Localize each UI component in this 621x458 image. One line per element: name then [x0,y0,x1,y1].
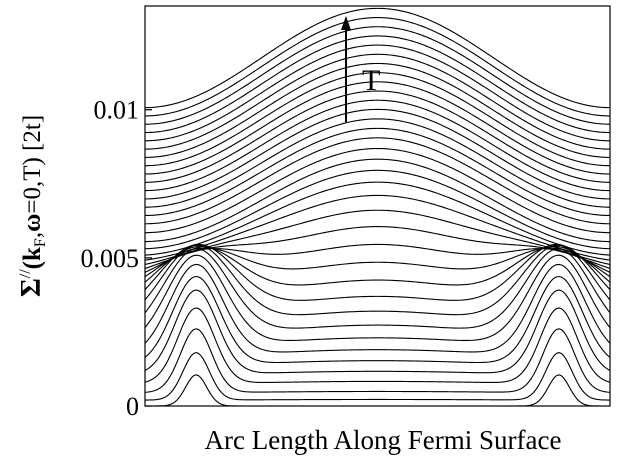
series-line-21 [145,147,610,234]
y-axis-label: Σ//(kF,ω=0,T) [2t] [15,115,49,297]
series-group [145,7,610,406]
series-line-19 [145,169,610,250]
y-label-unit: [2t] [19,115,46,157]
plot-frame [144,5,611,407]
series-line-32 [145,44,610,142]
series-line-7 [145,263,610,353]
series-line-30 [145,62,610,158]
series-line-14 [145,243,610,273]
series-line-33 [145,35,610,134]
series-line-4 [145,307,610,384]
series-line-22 [145,137,610,225]
series-line-1 [145,374,610,406]
series-line-13 [145,247,610,278]
series-line-12 [145,245,610,286]
series-line-28 [145,81,610,175]
y-tick-label-1: 0 [126,392,139,421]
y-label-k-sub: F [32,238,49,247]
y-label-prime: // [17,269,34,278]
series-line-10 [145,244,610,316]
series-line-29 [145,72,610,167]
series-line-26 [145,99,610,192]
series-line-11 [145,243,610,301]
y-axis-ticks: 0 0.005 0.01 [81,96,152,421]
y-label-paren-close: ) [19,157,46,165]
y-label-sigma: Σ [15,278,47,297]
series-line-8 [145,254,610,342]
series-line-34 [145,26,610,125]
y-tick-label-2: 0.005 [81,244,140,273]
x-axis-label: Arc Length Along Fermi Surface [205,425,562,455]
y-label-omega: ω [19,214,46,232]
series-line-5 [145,289,610,374]
series-line-6 [145,275,610,364]
y-label-rest: =0,T [19,166,46,214]
series-line-20 [145,158,610,243]
series-line-27 [145,90,610,183]
series-line-25 [145,108,610,200]
series-line-3 [145,328,610,393]
series-line-9 [145,248,610,329]
series-line-2 [145,352,610,401]
series-line-18 [145,181,610,256]
series-line-36 [145,7,610,109]
series-line-15 [145,226,610,269]
y-label-k: k [19,247,46,261]
series-line-35 [145,17,610,117]
y-tick-label-3: 0.01 [94,96,140,125]
y-label-comma: , [19,232,46,238]
series-line-16 [145,209,610,265]
y-label-paren-open: ( [19,261,46,269]
series-line-17 [145,194,610,261]
series-line-24 [145,118,610,208]
temperature-label: T [362,64,380,97]
temperature-arrow-head [341,16,351,30]
series-line-31 [145,53,610,150]
series-line-23 [145,127,610,217]
